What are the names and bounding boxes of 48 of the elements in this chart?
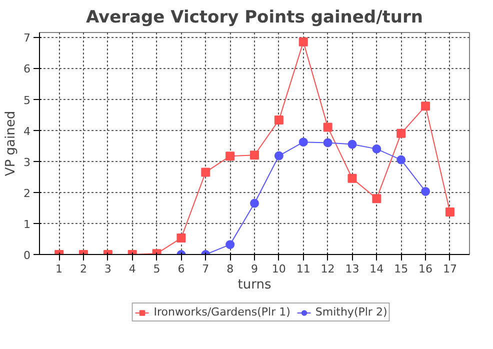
x-tick-label: 11 (296, 262, 310, 276)
chart-title: Average Victory Points gained/turn (86, 8, 424, 28)
legend-label: Smithy(Plr 2) (315, 306, 388, 318)
point (396, 128, 406, 138)
x-tick-label: 13 (345, 262, 360, 276)
y-axis-title: VP gained (4, 110, 18, 176)
point (226, 152, 235, 161)
x-tick-label: 8 (226, 262, 234, 276)
point (250, 198, 259, 208)
point (274, 151, 284, 160)
x-tick-label: 10 (272, 262, 286, 276)
x-tick-label: 6 (178, 262, 185, 276)
x-tick-label: 17 (442, 262, 457, 276)
point (298, 138, 308, 147)
y-tick-label: 2 (24, 186, 30, 200)
x-tick-label: 9 (251, 262, 258, 276)
x-tick-label: 5 (153, 262, 160, 276)
point (396, 155, 406, 164)
x-tick-label: 4 (128, 262, 136, 276)
y-tick-label: 5 (24, 94, 30, 107)
point (445, 207, 454, 216)
point (348, 174, 357, 183)
x-tick-label: 14 (370, 262, 384, 276)
point (348, 140, 357, 149)
y-tick-label: 6 (24, 62, 30, 76)
y-tick-label: 7 (24, 32, 30, 45)
legend-label: Ironworks/Gardens(Plr 1) (154, 306, 290, 318)
x-tick-label: 7 (202, 262, 210, 276)
point (323, 138, 332, 148)
point (421, 186, 430, 196)
point (250, 150, 259, 160)
x-tick-label: 3 (104, 262, 112, 276)
x-tick-label: 15 (394, 262, 408, 276)
y-tick-label: 0 (24, 249, 30, 262)
point (372, 144, 382, 154)
point (421, 102, 430, 111)
x-tick-label: 1 (56, 262, 63, 276)
x-tick-label: 2 (80, 262, 87, 276)
y-tick-label: 4 (24, 124, 30, 138)
y-tick-label: 3 (24, 156, 30, 169)
point (274, 116, 284, 125)
point (323, 122, 332, 132)
x-tick-label: 12 (320, 262, 335, 276)
x-tick-label: 16 (418, 262, 433, 276)
x-axis-title: turns (238, 278, 272, 292)
point (372, 194, 382, 204)
point (201, 168, 210, 177)
y-tick-label: 1 (24, 218, 30, 231)
